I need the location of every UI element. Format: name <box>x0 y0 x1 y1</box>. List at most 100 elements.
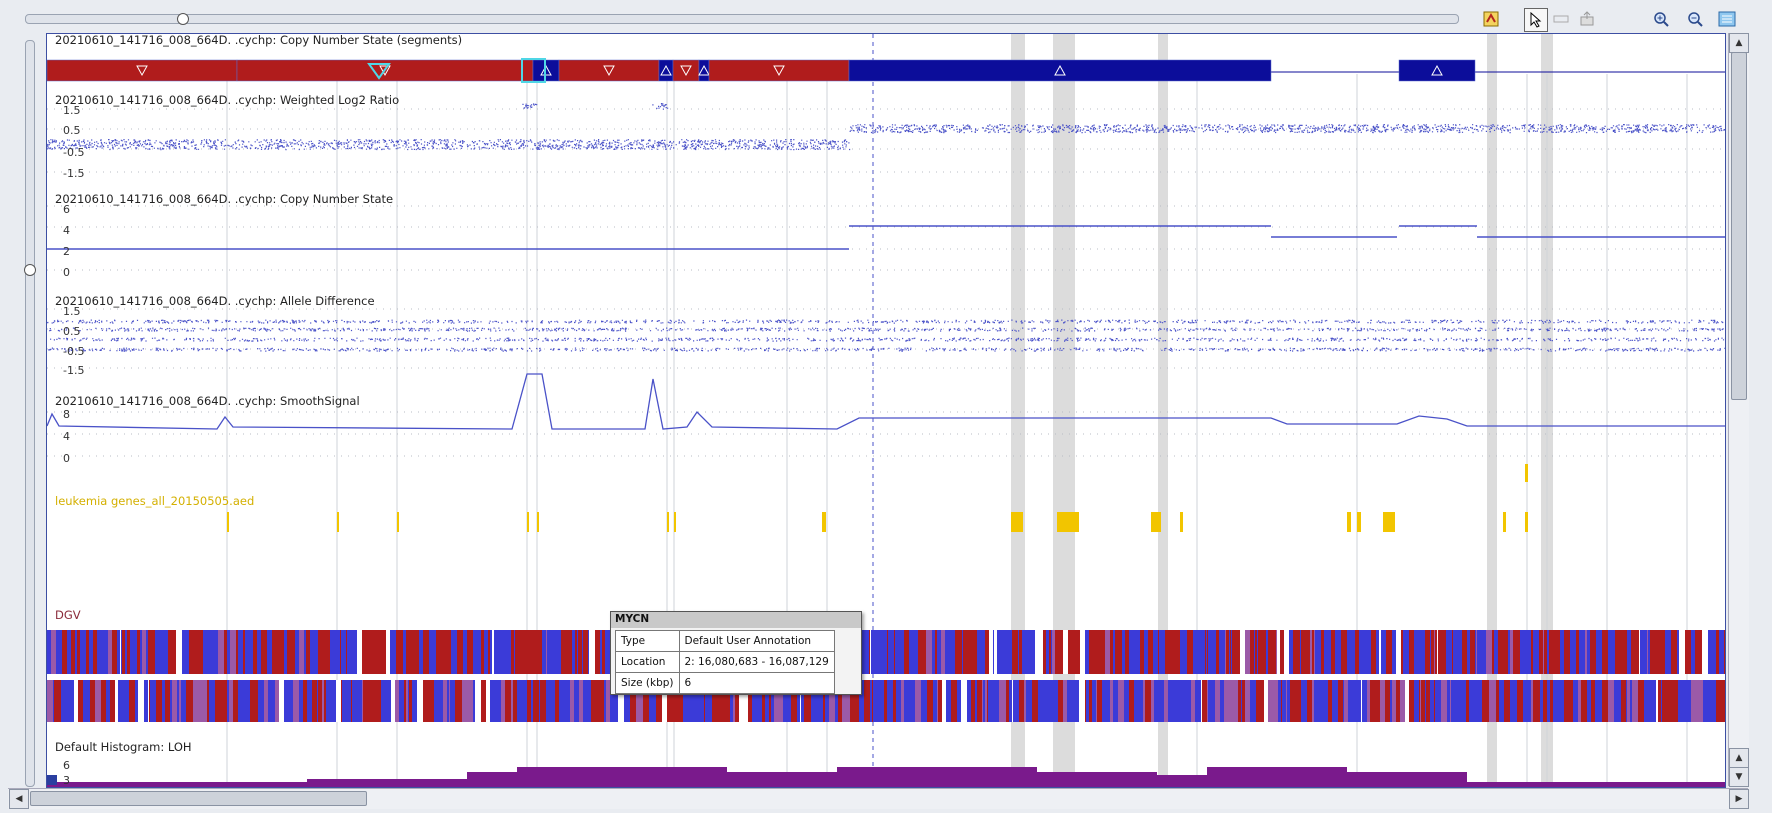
dgv-stripe <box>743 680 748 722</box>
pointer-select-icon[interactable] <box>1524 8 1548 32</box>
dgv-stripe <box>606 680 610 722</box>
scroll-left-button[interactable]: ◀ <box>9 789 29 809</box>
dgv-stripe <box>1435 680 1437 722</box>
dgv-stripe <box>56 630 62 674</box>
dgv-stripe <box>217 680 221 722</box>
dgv-stripe <box>1380 680 1385 722</box>
genome-browser-view[interactable]: 20210610_141716_008_664D. .cychp: Copy N… <box>46 33 1726 788</box>
dgv-stripe <box>997 630 1002 674</box>
dgv-stripe <box>236 630 238 674</box>
horizontal-scrollbar[interactable] <box>8 788 1748 809</box>
dgv-stripe <box>481 680 486 722</box>
dgv-stripe <box>1058 630 1063 674</box>
track-canvas[interactable] <box>47 34 1725 787</box>
zoom-out-icon[interactable] <box>1684 8 1706 30</box>
dgv-stripe <box>251 630 253 674</box>
gain-marker-icon <box>660 64 672 76</box>
dgv-stripe <box>77 630 80 674</box>
export-icon[interactable] <box>1576 8 1598 30</box>
dgv-stripe <box>1321 630 1324 674</box>
horizontal-zoom-slider-knob[interactable] <box>177 13 189 25</box>
dgv-stripe <box>1717 680 1722 722</box>
dgv-stripe <box>1437 680 1439 722</box>
dgv-stripe <box>1392 630 1396 674</box>
dgv-stripe <box>1650 680 1656 722</box>
dgv-stripe <box>762 680 765 722</box>
dgv-stripe <box>583 680 586 722</box>
dgv-stripe <box>67 680 71 722</box>
dgv-stripe <box>230 630 236 674</box>
dgv-stripe <box>577 630 578 674</box>
log2-tick: -1.5 <box>63 167 85 180</box>
dgv-stripe <box>337 630 340 674</box>
dgv-stripe <box>467 630 473 674</box>
dgv-stripe <box>800 680 801 722</box>
dgv-stripe <box>870 680 872 722</box>
dgv-stripe <box>401 630 403 674</box>
zoom-in-icon[interactable] <box>1650 8 1672 30</box>
dgv-stripe <box>534 630 540 674</box>
dgv-stripe <box>1702 630 1708 674</box>
dgv-stripe <box>156 680 159 722</box>
dgv-stripe <box>863 630 869 674</box>
annotation-icon[interactable] <box>1550 8 1572 30</box>
dgv-stripe <box>811 680 817 722</box>
dgv-stripe <box>1036 680 1038 722</box>
dgv-stripe <box>1647 630 1648 674</box>
dgv-stripe <box>1332 680 1334 722</box>
dgv-track-label: DGV <box>55 608 81 622</box>
scroll-up-button-lower[interactable]: ▲ <box>1729 748 1749 768</box>
vertical-scroll-thumb[interactable] <box>1731 52 1747 400</box>
dgv-stripe <box>1656 680 1658 722</box>
dgv-stripe <box>1419 630 1425 674</box>
dgv-stripe <box>591 680 596 722</box>
loh-histogram-bar <box>1157 775 1207 787</box>
dgv-stripe <box>1137 630 1140 674</box>
scroll-right-button[interactable]: ▶ <box>1729 789 1749 809</box>
gene-mark <box>337 512 339 532</box>
chart-settings-icon[interactable] <box>1480 8 1502 30</box>
vertical-zoom-slider[interactable] <box>25 40 35 787</box>
dgv-stripe <box>1568 680 1573 722</box>
vertical-zoom-slider-knob[interactable] <box>24 264 36 276</box>
scroll-up-button[interactable]: ▲ <box>1729 33 1749 53</box>
dgv-stripe <box>586 680 591 722</box>
dgv-stripe <box>1537 630 1539 674</box>
dgv-stripe <box>1314 680 1318 722</box>
dgv-stripe <box>1596 680 1602 722</box>
dgv-stripe <box>967 680 971 722</box>
dgv-stripe <box>1512 680 1517 722</box>
dgv-stripe <box>1242 680 1245 722</box>
dgv-stripe <box>1510 630 1513 674</box>
dgv-stripe <box>1716 630 1717 674</box>
horizontal-scroll-thumb[interactable] <box>30 791 367 806</box>
dgv-stripe <box>1113 680 1118 722</box>
dgv-stripe <box>1487 680 1489 722</box>
dgv-stripe <box>1168 680 1173 722</box>
dgv-stripe <box>528 680 531 722</box>
dgv-stripe <box>187 680 193 722</box>
dgv-stripe <box>501 680 505 722</box>
dgv-stripe <box>1019 680 1022 722</box>
zoom-fit-icon[interactable] <box>1716 8 1738 30</box>
dgv-stripe <box>372 680 375 722</box>
dgv-stripe <box>1221 630 1225 674</box>
dgv-stripe <box>130 630 134 674</box>
dgv-stripe <box>434 680 438 722</box>
dgv-stripe <box>850 680 856 722</box>
dgv-stripe <box>423 680 428 722</box>
dgv-stripe <box>733 680 735 722</box>
dgv-stripe <box>1085 630 1089 674</box>
dgv-stripe <box>1086 680 1089 722</box>
scroll-down-button[interactable]: ▼ <box>1729 767 1749 787</box>
dgv-stripe <box>363 680 366 722</box>
gene-mark <box>667 512 669 532</box>
dgv-stripe <box>1063 680 1067 722</box>
dgv-stripe <box>264 680 268 722</box>
horizontal-zoom-slider[interactable] <box>25 14 1459 24</box>
dgv-stripe <box>428 680 434 722</box>
dgv-stripe <box>1115 630 1120 674</box>
dgv-stripe <box>941 630 945 674</box>
dgv-stripe <box>314 630 318 674</box>
histogram-tick: 6 <box>63 759 70 772</box>
